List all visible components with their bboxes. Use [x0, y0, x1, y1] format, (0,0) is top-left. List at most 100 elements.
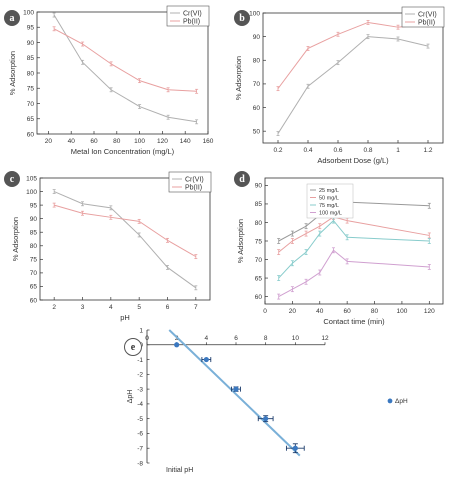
series-line-d-0 [278, 197, 430, 242]
y-tick-label-c: 105 [26, 175, 37, 182]
series-line-a-1 [53, 28, 197, 92]
y-tick-label-b: 60 [253, 105, 261, 112]
y-tick-label-d: 60 [255, 294, 263, 301]
y-tick-label-b: 100 [249, 10, 260, 17]
x-tick-label-c: 7 [194, 304, 198, 311]
x-tick-label-a: 40 [68, 138, 76, 145]
y-tick-label-e: -4 [137, 401, 143, 408]
y-tick-label-c: 75 [30, 257, 38, 264]
x-tick-label-c: 4 [109, 304, 113, 311]
x-tick-label-d: 0 [263, 308, 267, 315]
y-tick-label-c: 80 [30, 243, 38, 250]
series-line-c-0 [53, 191, 197, 289]
y-tick-label-d: 90 [255, 183, 263, 190]
y-tick-label-b: 50 [253, 128, 261, 135]
y-axis-label-b: % Adsorption [234, 56, 243, 100]
x-tick-label-b: 0.8 [363, 147, 372, 154]
legend-label-d-0: 25 mg/L [319, 188, 339, 194]
x-tick-label-e: 12 [321, 335, 329, 342]
x-tick-label-d: 60 [344, 308, 352, 315]
legend-swatch-e [387, 398, 393, 404]
x-tick-label-a: 80 [113, 138, 121, 145]
series-line-c-1 [54, 204, 197, 258]
x-tick-label-a: 20 [45, 138, 53, 145]
y-tick-label-b: 80 [253, 58, 261, 65]
y-tick-label-e: -8 [137, 460, 143, 467]
x-tick-label-d: 120 [424, 308, 435, 315]
x-tick-label-b: 1.2 [423, 147, 432, 154]
plot-frame-b [262, 12, 444, 144]
x-tick-label-d: 20 [289, 308, 297, 315]
x-tick-label-e: 4 [205, 335, 209, 342]
y-axis-label-d: % Adsorption [236, 219, 245, 263]
y-tick-label-c: 100 [26, 189, 37, 196]
y-tick-label-a: 80 [27, 70, 35, 77]
y-tick-label-d: 65 [255, 275, 263, 282]
series-line-b-1 [277, 21, 429, 89]
y-axis-label-c: % Adsorption [11, 217, 20, 261]
x-tick-label-e: 8 [264, 335, 268, 342]
x-tick-label-a: 60 [90, 138, 98, 145]
x-tick-label-c: 5 [137, 304, 141, 311]
x-tick-label-b: 0.6 [333, 147, 342, 154]
panel-label-d: d [234, 171, 250, 187]
x-axis-label-d: Contact time (min) [323, 317, 385, 326]
y-tick-label-c: 70 [30, 270, 38, 277]
panel-label-c: c [4, 171, 20, 187]
legend-label-d-1: 50 mg/L [319, 196, 339, 202]
panel-label-a: a [4, 10, 20, 26]
x-tick-label-e: 0 [145, 335, 149, 342]
x-tick-label-b: 0.4 [303, 147, 312, 154]
y-tick-label-c: 65 [30, 284, 38, 291]
y-axis-label-e: ΔpH [127, 390, 134, 404]
x-tick-label-c: 2 [52, 304, 56, 311]
legend-label-a-0: Cr(VI) [183, 11, 202, 18]
legend-label-b-1: Pb(II) [418, 20, 435, 27]
y-tick-label-a: 90 [27, 40, 35, 47]
y-tick-label-a: 60 [27, 131, 35, 138]
data-point-e [292, 445, 298, 451]
y-tick-label-c: 95 [30, 202, 38, 209]
y-tick-label-e: 1 [139, 327, 143, 334]
y-tick-label-d: 75 [255, 238, 263, 245]
y-tick-label-a: 95 [27, 25, 35, 32]
y-tick-label-b: 70 [253, 81, 261, 88]
x-axis-label-b: Adsorbent Dose (g/L) [317, 156, 389, 165]
plot-frame-a [36, 11, 209, 135]
x-tick-label-d: 80 [371, 308, 379, 315]
x-axis-label-c: pH [120, 313, 130, 322]
x-tick-label-b: 1 [396, 147, 400, 154]
data-point-e [174, 342, 180, 348]
y-axis-label-a: % Adsorption [8, 51, 17, 95]
x-tick-label-e: 6 [234, 335, 238, 342]
y-tick-label-a: 75 [27, 86, 35, 93]
y-tick-label-c: 85 [30, 230, 38, 237]
y-tick-label-e: -1 [137, 357, 143, 364]
series-line-d-1 [278, 216, 430, 253]
y-tick-label-a: 65 [27, 116, 35, 123]
y-tick-label-d: 70 [255, 257, 263, 264]
y-tick-label-e: -3 [137, 386, 143, 393]
x-tick-label-c: 6 [166, 304, 170, 311]
series-line-a-0 [53, 14, 197, 123]
y-tick-label-d: 80 [255, 220, 263, 227]
legend-label-b-0: Cr(VI) [418, 12, 437, 19]
x-tick-label-a: 100 [134, 138, 145, 145]
data-point-e [233, 386, 239, 392]
y-tick-label-d: 85 [255, 201, 263, 208]
x-tick-label-d: 40 [316, 308, 324, 315]
y-tick-label-a: 70 [27, 101, 35, 108]
legend-label-a-1: Pb(II) [183, 19, 200, 26]
data-point-e [203, 356, 209, 363]
y-tick-label-a: 100 [23, 9, 34, 16]
legend-label-d-2: 75 mg/L [319, 203, 339, 209]
panel-label-b: b [234, 10, 250, 26]
legend-label-c-1: Pb(II) [185, 185, 202, 192]
series-line-b-0 [277, 36, 429, 134]
legend-label-e: ΔpH [395, 398, 408, 405]
x-tick-label-a: 140 [180, 138, 191, 145]
x-tick-label-b: 0.2 [273, 147, 282, 154]
y-tick-label-c: 90 [30, 216, 38, 223]
y-tick-label-c: 60 [30, 297, 38, 304]
